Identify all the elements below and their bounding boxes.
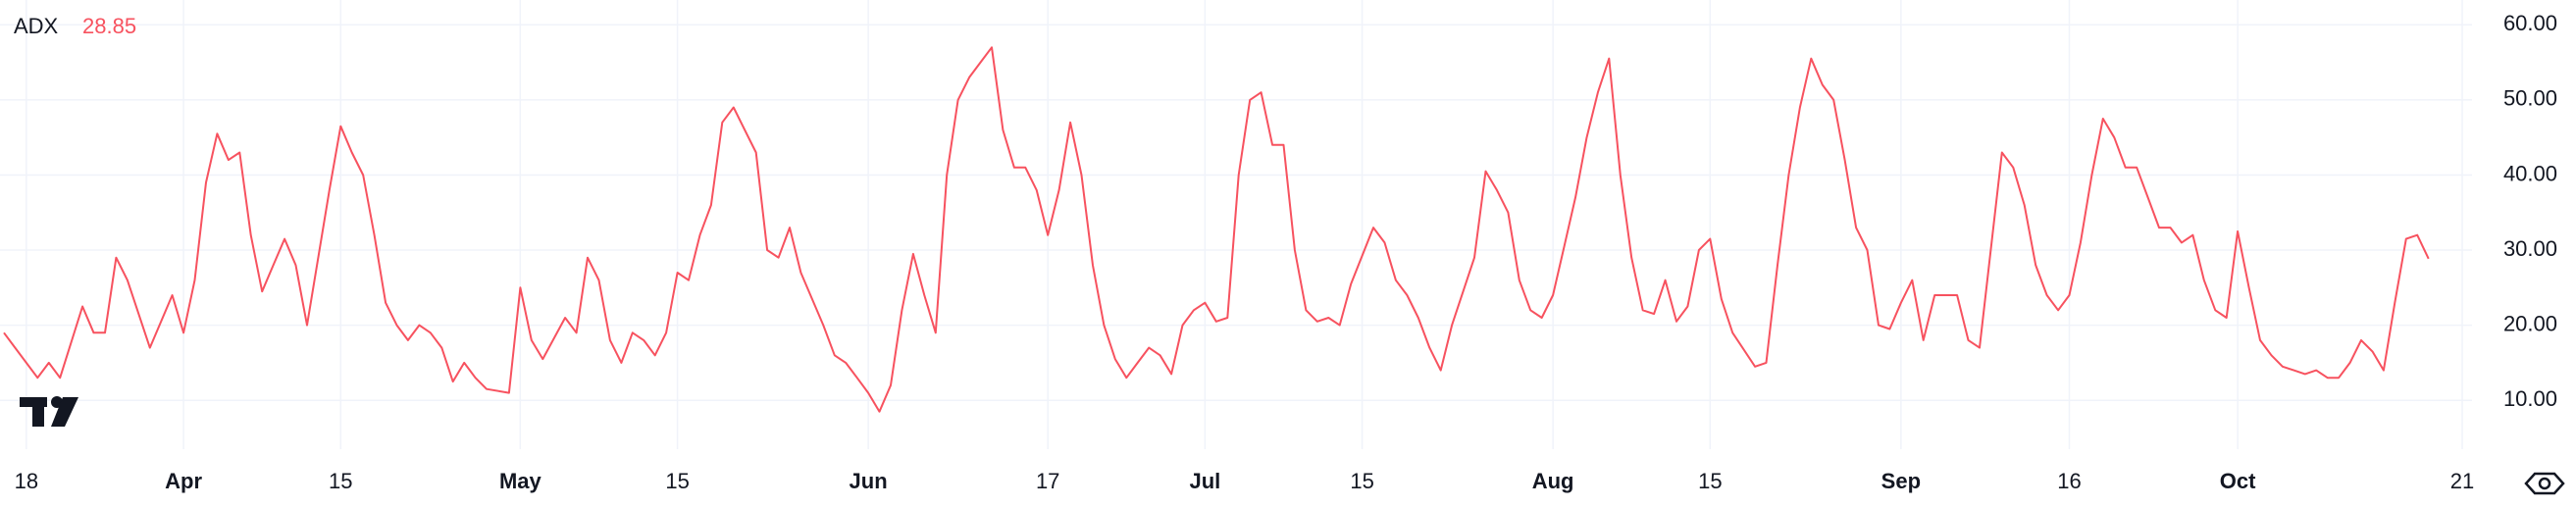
x-tick-label: Sep <box>1881 469 1921 493</box>
x-tick-label: Jul <box>1189 469 1220 493</box>
x-tick-label: 15 <box>1350 469 1373 493</box>
y-tick-label: 10.00 <box>2503 386 2557 411</box>
x-tick-label: 17 <box>1036 469 1059 493</box>
indicator-value: 28.85 <box>82 14 136 38</box>
settings-icon[interactable] <box>2524 472 2565 495</box>
x-tick-label: 15 <box>329 469 352 493</box>
x-tick-label: Aug <box>1532 469 1574 493</box>
x-tick-label: 16 <box>2057 469 2081 493</box>
y-tick-label: 30.00 <box>2503 236 2557 261</box>
x-tick-label: 15 <box>1698 469 1722 493</box>
line-series <box>3 46 2430 413</box>
x-tick-label: May <box>499 469 542 493</box>
x-tick-label: 15 <box>665 469 689 493</box>
x-tick-label: Jun <box>850 469 888 493</box>
x-tick-label: Apr <box>165 469 202 493</box>
y-tick-label: 60.00 <box>2503 11 2557 35</box>
y-tick-label: 20.00 <box>2503 311 2557 335</box>
grid <box>0 0 2472 449</box>
y-tick-label: 40.00 <box>2503 161 2557 185</box>
x-tick-label: 18 <box>15 469 38 493</box>
plot <box>3 46 2430 413</box>
indicator-name: ADX <box>14 14 59 38</box>
x-tick-label: Oct <box>2220 469 2256 493</box>
y-tick-label: 50.00 <box>2503 86 2557 111</box>
x-tick-label: 21 <box>2450 469 2474 493</box>
logo <box>20 396 78 427</box>
